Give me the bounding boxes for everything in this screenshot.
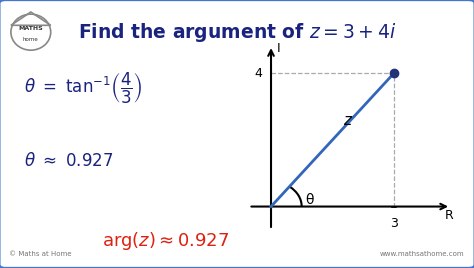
- Text: $\mathrm{arg}(z) \approx 0.927$: $\mathrm{arg}(z) \approx 0.927$: [102, 230, 229, 252]
- Text: 3: 3: [390, 217, 398, 229]
- Text: $\theta \ \approx \ 0.927$: $\theta \ \approx \ 0.927$: [24, 152, 113, 170]
- Text: I: I: [276, 42, 280, 55]
- Text: www.mathsathome.com: www.mathsathome.com: [380, 251, 465, 257]
- Text: θ: θ: [306, 193, 314, 207]
- Text: © Maths at Home: © Maths at Home: [9, 251, 72, 257]
- Text: z: z: [343, 113, 351, 128]
- Text: Find the argument of $z = 3 + 4i$: Find the argument of $z = 3 + 4i$: [78, 21, 396, 44]
- Text: R: R: [445, 209, 453, 222]
- Text: home: home: [23, 36, 39, 42]
- Text: MATHS: MATHS: [18, 26, 43, 31]
- Text: 4: 4: [254, 67, 262, 80]
- Text: $\theta \ = \ \tan^{-1}\!\left(\dfrac{4}{3}\right)$: $\theta \ = \ \tan^{-1}\!\left(\dfrac{4}…: [24, 71, 142, 106]
